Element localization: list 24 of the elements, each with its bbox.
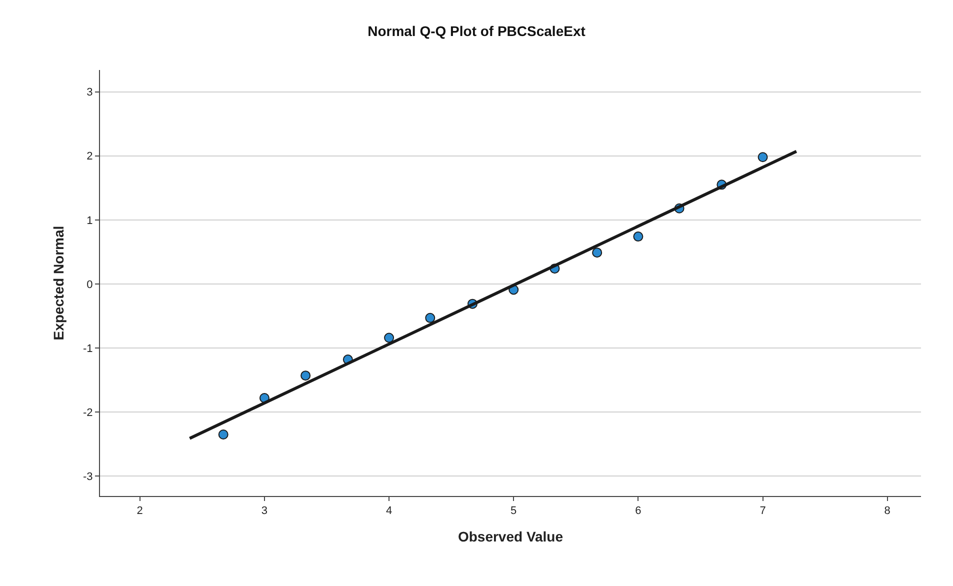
y-tick-label: 1 bbox=[86, 214, 93, 227]
point bbox=[758, 152, 768, 162]
y-tick-label: 3 bbox=[86, 86, 93, 99]
x-tick-label: 2 bbox=[136, 505, 143, 518]
point bbox=[384, 332, 394, 343]
chart-title: Normal Q-Q Plot of PBCScaleExt bbox=[368, 23, 586, 40]
y-tick-label: 0 bbox=[86, 278, 93, 291]
y-tick-label: 2 bbox=[86, 150, 93, 163]
x-tick-label: 7 bbox=[760, 505, 766, 518]
point bbox=[592, 248, 602, 258]
point bbox=[218, 430, 228, 440]
y-tick-label: -1 bbox=[83, 342, 93, 355]
x-tick-label: 3 bbox=[261, 505, 268, 518]
point bbox=[633, 232, 644, 242]
x-tick-label: 5 bbox=[510, 505, 517, 518]
x-tick-label: 6 bbox=[635, 505, 642, 518]
x-tick-label: 4 bbox=[386, 505, 392, 518]
x-axis-title: Observed Value bbox=[458, 528, 564, 544]
y-tick-label: -2 bbox=[83, 406, 93, 419]
y-axis-title: Expected Normal bbox=[50, 226, 67, 340]
point bbox=[425, 312, 436, 323]
x-tick-label: 8 bbox=[884, 505, 890, 518]
point bbox=[300, 370, 311, 381]
y-tick-label: -3 bbox=[83, 470, 93, 483]
